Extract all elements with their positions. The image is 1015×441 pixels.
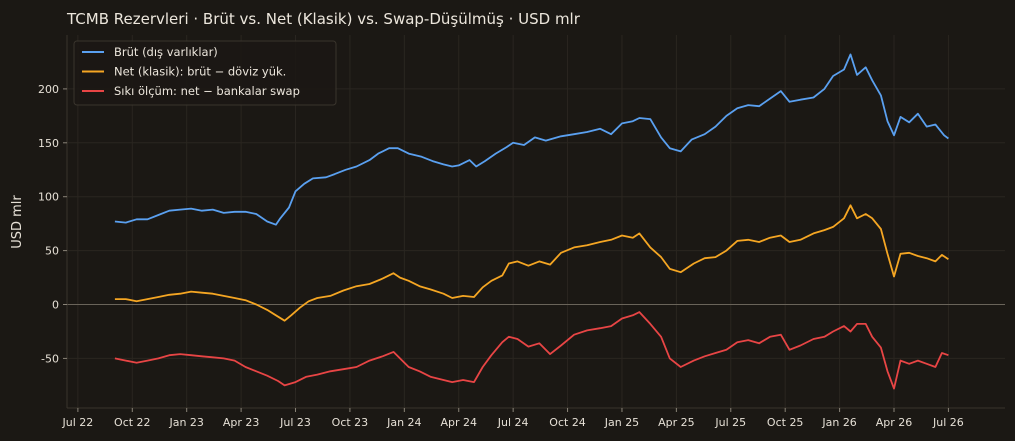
x-tick-label: Apr 23: [223, 416, 260, 429]
legend-box: [73, 40, 337, 106]
y-tick-label: 100: [38, 191, 59, 204]
series-line-3: [114, 311, 949, 390]
series-line-2: [114, 204, 949, 322]
x-tick-label: Oct 22: [114, 416, 151, 429]
x-tick-label: Apr 26: [876, 416, 913, 429]
x-tick-label: Jul 24: [497, 416, 529, 429]
x-tick-label: Jul 26: [932, 416, 964, 429]
y-axis-label: USD mlr: [10, 195, 25, 249]
x-tick-label: Jan 23: [168, 416, 203, 429]
x-tick-label: Jul 22: [61, 416, 93, 429]
x-tick-label: Oct 25: [767, 416, 804, 429]
legend: Brüt (dış varlıklar) Net (klasik): brüt −…: [73, 40, 337, 106]
series-line-1: [114, 53, 949, 226]
y-tick-label: 150: [38, 137, 59, 150]
x-tick-label: Apr 24: [440, 416, 477, 429]
legend-label: Brüt (dış varlıklar): [114, 45, 218, 59]
y-tick-label: 50: [45, 245, 59, 258]
x-tick-label: Jul 23: [279, 416, 311, 429]
y-tick-label: 0: [52, 299, 59, 312]
x-tick-label: Jan 26: [821, 416, 856, 429]
series-lines: [114, 53, 949, 390]
y-tick-label: 200: [38, 83, 59, 96]
chart-title: TCMB Rezervleri · Brüt vs. Net (Klasik) …: [66, 10, 581, 28]
x-tick-label: Jul 25: [714, 416, 746, 429]
x-tick-label: Oct 24: [549, 416, 586, 429]
y-tick-label: -50: [41, 352, 59, 365]
x-tick-label: Oct 23: [332, 416, 369, 429]
x-tick-label: Jan 24: [386, 416, 421, 429]
legend-label: Sıkı ölçüm: net − bankalar swap: [114, 84, 300, 98]
x-tick-label: Apr 25: [658, 416, 695, 429]
legend-label: Net (klasik): brüt − döviz yük.: [114, 65, 286, 79]
x-tick-label: Jan 25: [604, 416, 639, 429]
axes: -50 0 50 100 150 200 Jul 22 Oct 22 Jan 23 Apr 23 J…: [38, 35, 1005, 429]
